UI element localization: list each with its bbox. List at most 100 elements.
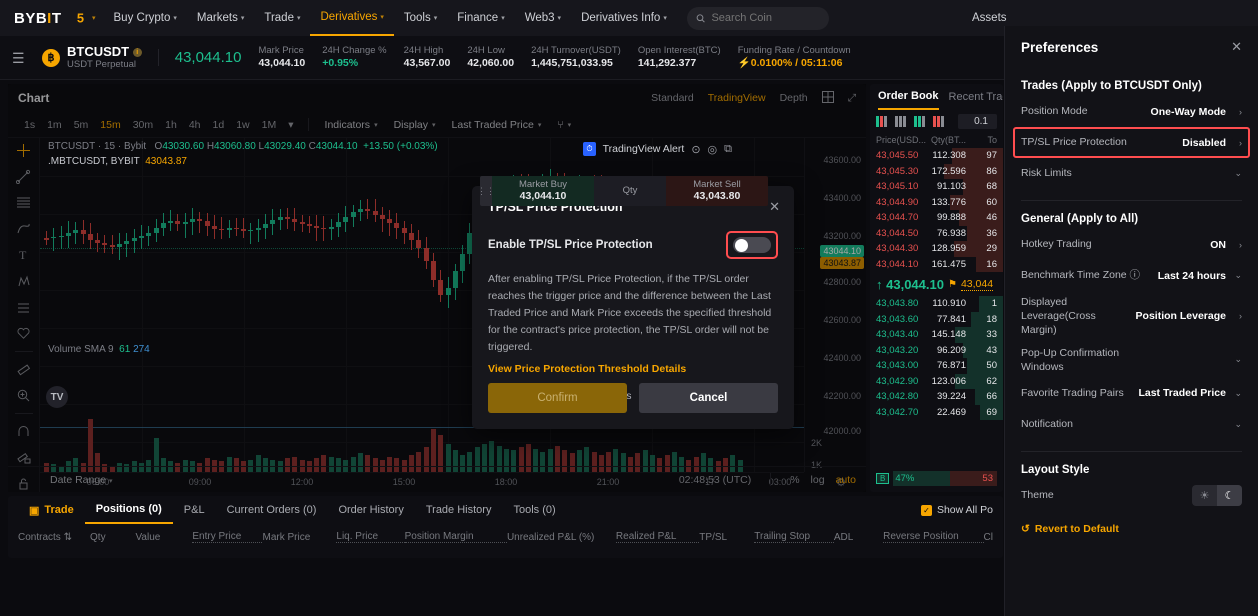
- magnet-icon[interactable]: [14, 423, 34, 440]
- order-book-row[interactable]: 43,043.80 110.910 1: [870, 296, 1003, 312]
- col-trailing-stop[interactable]: Trailing Stop: [754, 531, 834, 543]
- timeframe-30m[interactable]: 30m: [132, 118, 154, 131]
- camera-icon[interactable]: ⊙: [691, 143, 701, 156]
- order-book-row[interactable]: 43,043.40 145.148 33: [870, 327, 1003, 343]
- auto-scale-button[interactable]: auto: [835, 473, 856, 486]
- bar-view-icon[interactable]: [895, 115, 908, 127]
- drag-handle-icon[interactable]: ⋮⋮: [480, 176, 495, 206]
- order-book-row[interactable]: 43,044.70 99.888 46: [870, 210, 1003, 226]
- order-book-tick-size-select[interactable]: 0.1: [958, 113, 997, 129]
- zoom-in-icon[interactable]: [14, 387, 34, 404]
- bybit-anniversary-icon[interactable]: 5 ▾: [76, 10, 96, 26]
- order-book-row[interactable]: 43,045.30 172.596 86: [870, 163, 1003, 179]
- tab-positions[interactable]: Positions (0): [84, 496, 173, 524]
- bybit-logo[interactable]: BYBIT: [14, 9, 62, 27]
- timeframe-15m[interactable]: 15m: [100, 118, 121, 131]
- col-liq-price[interactable]: Liq. Price: [336, 531, 405, 543]
- timeframe-4h[interactable]: 4h: [188, 118, 201, 131]
- pref-displayed-leverage[interactable]: Displayed Leverage(Cross Margin) Positio…: [1015, 291, 1248, 342]
- timeframe-1d[interactable]: 1d: [212, 118, 225, 131]
- tab-trade-history[interactable]: Trade History: [425, 504, 492, 516]
- both-sides-view-icon[interactable]: [876, 115, 889, 127]
- info-icon[interactable]: i: [132, 47, 142, 57]
- text-tool-icon[interactable]: T: [14, 246, 34, 263]
- pref-tpsl-price-protection[interactable]: TP/SL Price Protection Disabled ›: [1013, 127, 1250, 158]
- timeframe-1s[interactable]: 1s: [24, 118, 36, 131]
- grid-layout-icon[interactable]: [821, 90, 834, 106]
- timeframe-more-icon[interactable]: ▾: [288, 118, 294, 131]
- order-book-row[interactable]: 43,042.70 22.469 69: [870, 404, 1003, 420]
- tab-pnl[interactable]: P&L: [183, 504, 205, 516]
- timeframe-1h[interactable]: 1h: [165, 118, 177, 131]
- tradingview-alert-label[interactable]: TradingView Alert: [602, 143, 685, 155]
- theme-light-icon[interactable]: ☀: [1199, 489, 1210, 502]
- confirm-button[interactable]: Confirm: [488, 383, 627, 413]
- order-book-row[interactable]: 43,042.90 123.006 62: [870, 373, 1003, 389]
- order-book-row[interactable]: 43,043.20 96.209 43: [870, 342, 1003, 358]
- pref-popup-confirmation[interactable]: Pop-Up Confirmation Windows ⌄: [1015, 342, 1248, 378]
- order-book-row[interactable]: 43,045.10 91.103 68: [870, 179, 1003, 195]
- indicators-button[interactable]: Indicators ▾: [324, 118, 378, 131]
- order-book-row[interactable]: 43,044.50 76.938 36: [870, 225, 1003, 241]
- search-box[interactable]: [686, 6, 829, 30]
- theme-dark-icon[interactable]: ☾: [1217, 484, 1242, 506]
- percent-scale-button[interactable]: %: [790, 473, 800, 486]
- modal-close-icon[interactable]: ✕: [769, 199, 780, 214]
- threshold-details-link[interactable]: View Price Protection Threshold Details: [488, 363, 687, 375]
- date-range-button[interactable]: Date Range ▾: [50, 473, 113, 486]
- lock-icon[interactable]: [14, 475, 34, 492]
- cancel-button[interactable]: Cancel: [639, 383, 778, 413]
- col-contracts[interactable]: Contracts ⇅: [18, 531, 72, 543]
- display-button[interactable]: Display ▾: [393, 118, 436, 131]
- fullscreen-icon[interactable]: ⤢: [847, 91, 856, 104]
- pref-hotkey-trading[interactable]: Hotkey Trading ON ›: [1015, 229, 1248, 260]
- chart-price-axis[interactable]: 43600.00 43400.00 43200.00 43044.10 4304…: [804, 138, 866, 472]
- asks-only-view-icon[interactable]: [933, 115, 946, 127]
- col-entry-price[interactable]: Entry Price: [192, 531, 263, 543]
- order-book-row[interactable]: 43,045.50 112.308 97: [870, 148, 1003, 164]
- target-icon[interactable]: ◎: [707, 143, 718, 156]
- order-book-row[interactable]: 43,043.00 76.871 50: [870, 358, 1003, 374]
- tab-order-book[interactable]: Order Book: [878, 84, 939, 110]
- nav-buy-crypto[interactable]: Buy Crypto ▾: [104, 0, 187, 36]
- order-book-row[interactable]: 43,043.60 77.841 18: [870, 311, 1003, 327]
- show-all-positions-checkbox[interactable]: ✓ Show All Po: [920, 504, 993, 516]
- enable-tpsl-toggle[interactable]: [733, 237, 771, 253]
- col-realized-pnl[interactable]: Realized P&L: [615, 531, 700, 543]
- pref-benchmark-time-zone[interactable]: Benchmark Time Zone ⓘ Last 24 hours ⌄: [1015, 260, 1248, 291]
- fibonacci-icon[interactable]: [14, 194, 34, 211]
- symbol-list-icon[interactable]: ☰: [12, 49, 25, 66]
- order-book-row[interactable]: 43,044.90 133.776 60: [870, 194, 1003, 210]
- timeframe-1w[interactable]: 1w: [236, 118, 250, 131]
- measure-ruler-icon[interactable]: [14, 361, 34, 378]
- assets-menu[interactable]: Assets: [972, 12, 1007, 24]
- revert-to-default-button[interactable]: ↺ Revert to Default: [1021, 523, 1242, 535]
- order-book-row[interactable]: 43,042.80 39.224 66: [870, 389, 1003, 405]
- crosshair-icon[interactable]: [14, 142, 34, 159]
- chart-mode-tradingview[interactable]: TradingView: [707, 92, 766, 104]
- tab-current-orders[interactable]: Current Orders (0): [226, 504, 317, 516]
- forecast-icon[interactable]: [14, 299, 34, 316]
- market-sell-button[interactable]: Market Sell 43,043.80: [666, 176, 768, 206]
- bids-only-view-icon[interactable]: [914, 115, 927, 127]
- log-scale-button[interactable]: log: [810, 473, 825, 486]
- preferences-close-icon[interactable]: ✕: [1231, 39, 1242, 54]
- timeframe-1M[interactable]: 1M: [261, 118, 277, 131]
- market-qty-input[interactable]: Qty: [594, 176, 666, 206]
- symbol-block[interactable]: BTCUSDT i USDT Perpetual: [67, 44, 142, 71]
- tab-recent-trades[interactable]: Recent Trades: [948, 91, 1003, 103]
- pattern-icon[interactable]: [14, 272, 34, 289]
- nav-derivatives[interactable]: Derivatives ▾: [310, 0, 394, 36]
- pref-position-mode[interactable]: Position Mode One-Way Mode ›: [1015, 96, 1248, 127]
- pref-favorite-trading-pairs[interactable]: Favorite Trading Pairs Last Traded Price…: [1015, 378, 1248, 409]
- nav-derivatives-info[interactable]: Derivatives Info ▾: [571, 0, 677, 36]
- price-source-button[interactable]: Last Traded Price ▾: [451, 118, 542, 131]
- timeframe-5m[interactable]: 5m: [73, 118, 89, 131]
- chart-mode-depth[interactable]: Depth: [779, 92, 808, 104]
- tab-trade[interactable]: ▣ Trade: [29, 504, 74, 517]
- chart-settings-gear-icon[interactable]: ⚙: [836, 477, 846, 489]
- chart-style-icon[interactable]: ⑂ ▾: [557, 118, 572, 131]
- col-position-margin[interactable]: Position Margin: [404, 531, 507, 543]
- order-book-row[interactable]: 43,044.10 161.475 16: [870, 256, 1003, 272]
- tab-tools[interactable]: Tools (0): [513, 504, 556, 516]
